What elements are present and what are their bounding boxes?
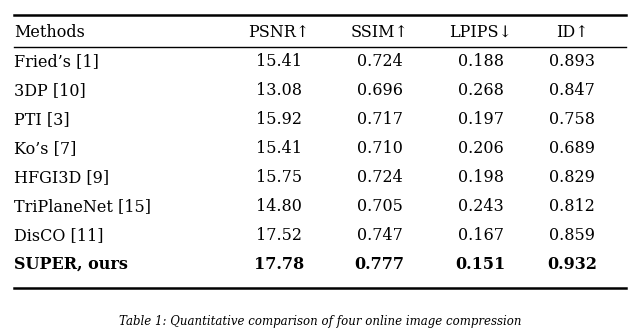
Text: 3DP [10]: 3DP [10] bbox=[14, 82, 86, 99]
Text: Fried’s [1]: Fried’s [1] bbox=[14, 53, 99, 70]
Text: 15.41: 15.41 bbox=[256, 53, 301, 70]
Text: 15.41: 15.41 bbox=[256, 140, 301, 157]
Text: Table 1: Quantitative comparison of four online image compression: Table 1: Quantitative comparison of four… bbox=[119, 315, 521, 328]
Text: 0.151: 0.151 bbox=[456, 256, 506, 273]
Text: ID↑: ID↑ bbox=[556, 24, 589, 41]
Text: 0.689: 0.689 bbox=[549, 140, 595, 157]
Text: SSIM↑: SSIM↑ bbox=[351, 24, 408, 41]
Text: LPIPS↓: LPIPS↓ bbox=[449, 24, 512, 41]
Text: 0.167: 0.167 bbox=[458, 227, 504, 244]
Text: 14.80: 14.80 bbox=[256, 198, 301, 215]
Text: 0.893: 0.893 bbox=[549, 53, 595, 70]
Text: PSNR↑: PSNR↑ bbox=[248, 24, 309, 41]
Text: 0.777: 0.777 bbox=[355, 256, 404, 273]
Text: 0.696: 0.696 bbox=[356, 82, 403, 99]
Text: 0.724: 0.724 bbox=[356, 169, 403, 186]
Text: 15.75: 15.75 bbox=[255, 169, 302, 186]
Text: SUPER, ours: SUPER, ours bbox=[14, 256, 128, 273]
Text: DisCO [11]: DisCO [11] bbox=[14, 227, 104, 244]
Text: 0.188: 0.188 bbox=[458, 53, 504, 70]
Text: PTI [3]: PTI [3] bbox=[14, 111, 70, 128]
Text: 0.747: 0.747 bbox=[356, 227, 403, 244]
Text: 0.859: 0.859 bbox=[549, 227, 595, 244]
Text: 15.92: 15.92 bbox=[256, 111, 301, 128]
Text: 0.197: 0.197 bbox=[458, 111, 504, 128]
Text: 0.717: 0.717 bbox=[356, 111, 403, 128]
Text: Methods: Methods bbox=[14, 24, 85, 41]
Text: 0.705: 0.705 bbox=[356, 198, 403, 215]
Text: 17.52: 17.52 bbox=[256, 227, 301, 244]
Text: 0.206: 0.206 bbox=[458, 140, 504, 157]
Text: 0.847: 0.847 bbox=[549, 82, 595, 99]
Text: 13.08: 13.08 bbox=[256, 82, 301, 99]
Text: 0.724: 0.724 bbox=[356, 53, 403, 70]
Text: 0.243: 0.243 bbox=[458, 198, 504, 215]
Text: HFGI3D [9]: HFGI3D [9] bbox=[14, 169, 109, 186]
Text: 0.758: 0.758 bbox=[549, 111, 595, 128]
Text: TriPlaneNet [15]: TriPlaneNet [15] bbox=[14, 198, 151, 215]
Text: 0.829: 0.829 bbox=[549, 169, 595, 186]
Text: 0.812: 0.812 bbox=[549, 198, 595, 215]
Text: Ko’s [7]: Ko’s [7] bbox=[14, 140, 77, 157]
Text: 0.268: 0.268 bbox=[458, 82, 504, 99]
Text: 0.198: 0.198 bbox=[458, 169, 504, 186]
Text: 17.78: 17.78 bbox=[253, 256, 304, 273]
Text: 0.710: 0.710 bbox=[356, 140, 403, 157]
Text: 0.932: 0.932 bbox=[547, 256, 597, 273]
